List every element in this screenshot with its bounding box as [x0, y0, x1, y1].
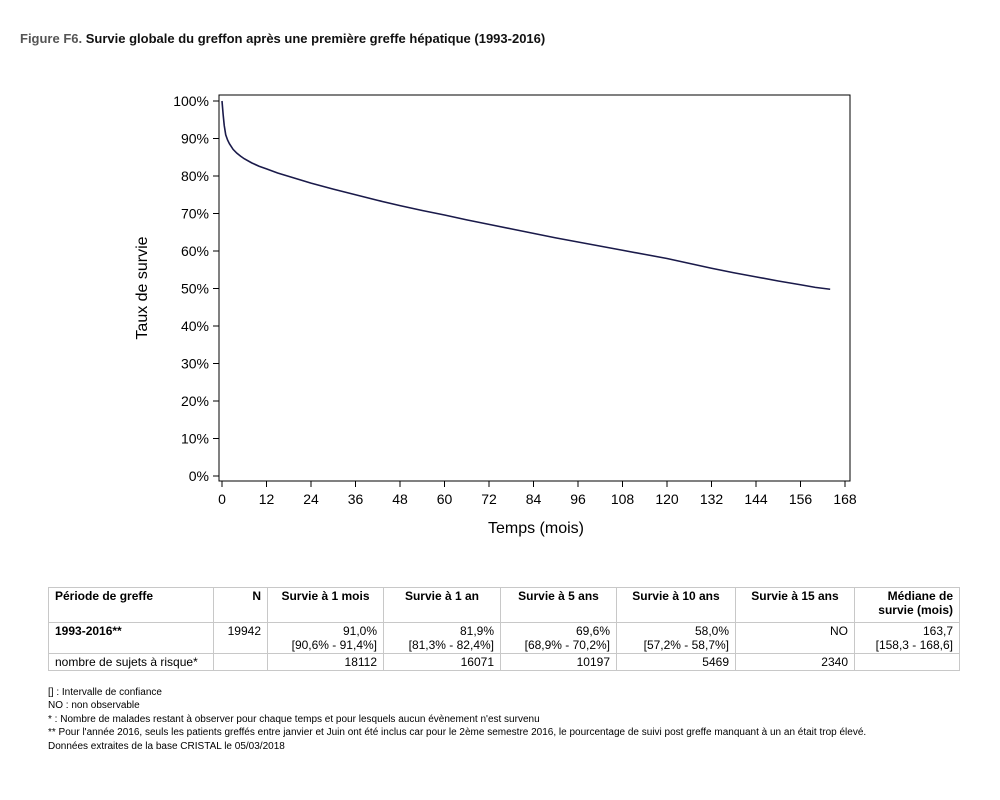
ci-1-year: [81,3% - 82,4%]: [408, 638, 494, 652]
x-tick-label: 12: [259, 491, 275, 507]
x-tick-label: 84: [526, 491, 542, 507]
header-10-years: Survie à 10 ans: [616, 587, 736, 623]
at-risk-1-year: 16071: [383, 653, 501, 671]
row-n: 19942: [213, 622, 268, 654]
footnote: Données extraites de la base CRISTAL le …: [48, 740, 285, 752]
header-n: N: [213, 587, 268, 623]
survival-curve: [221, 100, 831, 291]
y-tick-label: 70%: [181, 206, 209, 222]
figure-label: Figure F6.: [20, 31, 83, 46]
y-tick-label: 40%: [181, 318, 209, 334]
x-tick-label: 132: [700, 491, 724, 507]
footnotes: [] : Intervalle de confiance NO : non ob…: [48, 686, 866, 753]
survival-chart: 0% 10% 20% 30% 40% 50% 60% 70% 80% 90% 100% 0 12 24 3…: [134, 93, 857, 537]
header-15-years: Survie à 15 ans: [735, 587, 855, 623]
at-risk-median: [854, 653, 960, 671]
x-tick-label: 156: [789, 491, 813, 507]
x-tick-label: 24: [303, 491, 319, 507]
ci-5-years: [68,9% - 70,2%]: [524, 638, 610, 652]
cell-1-year: 81,9% [81,3% - 82,4%]: [383, 622, 501, 654]
value-5-years: 69,6%: [575, 624, 610, 638]
cell-5-years: 69,6% [68,9% - 70,2%]: [500, 622, 617, 654]
survival-table: Période de greffe N Survie à 1 mois Surv…: [48, 587, 960, 671]
row-period: 1993-2016**: [48, 622, 214, 654]
x-tick-label: 0: [218, 491, 226, 507]
y-tick-label: 20%: [181, 393, 209, 409]
value-1-year: 81,9%: [459, 624, 494, 638]
y-tick-label: 0%: [189, 468, 209, 484]
ci-median: [158,3 - 168,6]: [875, 638, 953, 652]
x-tick-label: 48: [392, 491, 408, 507]
at-risk-n: [213, 653, 268, 671]
y-axis-label: Taux de survie: [134, 236, 151, 339]
plot-frame: [218, 94, 851, 482]
value-1-month: 91,0%: [342, 624, 377, 638]
y-tick-label: 100%: [173, 93, 209, 109]
table-row: nombre de sujets à risque* 18112 16071 1…: [48, 653, 960, 671]
x-tick-label: 168: [833, 491, 857, 507]
cell-15-years: NO: [735, 622, 855, 654]
footnote: ** Pour l'année 2016, seuls les patients…: [48, 727, 867, 739]
cell-1-month: 91,0% [90,6% - 91,4%]: [267, 622, 384, 654]
y-tick-label: 60%: [181, 243, 209, 259]
ci-10-years: [57,2% - 58,7%]: [643, 638, 729, 652]
x-tick-label: 120: [655, 491, 679, 507]
x-tick-label: 72: [481, 491, 497, 507]
value-median: 163,7: [922, 624, 953, 638]
header-1-month: Survie à 1 mois: [267, 587, 384, 623]
y-tick-label: 90%: [181, 131, 209, 147]
x-tick-label: 96: [570, 491, 586, 507]
cell-10-years: 58,0% [57,2% - 58,7%]: [616, 622, 736, 654]
y-axis: 0% 10% 20% 30% 40% 50% 60% 70% 80% 90% 100%: [173, 93, 220, 484]
at-risk-10-years: 5469: [616, 653, 736, 671]
at-risk-1-month: 18112: [267, 653, 384, 671]
header-1-year: Survie à 1 an: [383, 587, 501, 623]
x-axis: 0 12 24 36 48 60 72 84 96 108 120 132 144 156 168: [218, 480, 857, 507]
x-tick-label: 36: [348, 491, 364, 507]
header-median: Médiane de survie (mois): [854, 587, 960, 623]
x-axis-label: Temps (mois): [488, 520, 584, 537]
ci-1-month: [90,6% - 91,4%]: [291, 638, 377, 652]
y-tick-label: 30%: [181, 356, 209, 372]
footnote: [] : Intervalle de confiance: [48, 687, 162, 698]
at-risk-15-years: 2340: [735, 653, 855, 671]
at-risk-label: nombre de sujets à risque*: [48, 653, 214, 671]
cell-median: 163,7 [158,3 - 168,6]: [854, 622, 960, 654]
x-tick-label: 60: [437, 491, 453, 507]
x-tick-label: 144: [744, 491, 768, 507]
footnote: * : Nombre de malades restant à observer…: [48, 713, 540, 725]
value-10-years: 58,0%: [694, 624, 729, 638]
figure-title: Figure F6. Survie globale du greffon apr…: [20, 31, 545, 46]
table-header-row: Période de greffe N Survie à 1 mois Surv…: [48, 587, 960, 623]
header-5-years: Survie à 5 ans: [500, 587, 617, 623]
y-tick-label: 50%: [181, 281, 209, 297]
header-period: Période de greffe: [48, 587, 214, 623]
y-tick-label: 10%: [181, 431, 209, 447]
x-tick-label: 108: [611, 491, 635, 507]
table-row: 1993-2016** 19942 91,0% [90,6% - 91,4%] 8…: [48, 622, 960, 654]
footnote: NO : non observable: [48, 700, 140, 712]
at-risk-5-years: 10197: [500, 653, 617, 671]
y-tick-label: 80%: [181, 168, 209, 184]
figure-title-text: Survie globale du greffon après une prem…: [85, 31, 546, 46]
